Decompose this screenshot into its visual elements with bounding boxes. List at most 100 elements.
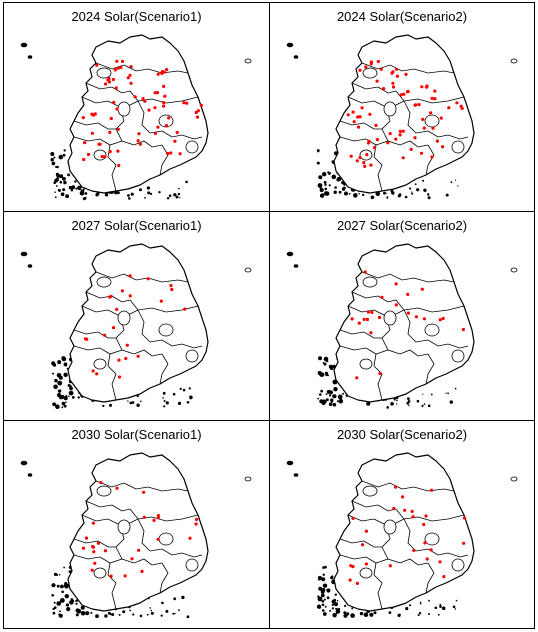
solar-site-marker (376, 59, 380, 64)
province-border (395, 90, 465, 104)
metro-city-boundary (424, 114, 440, 128)
coast-island-dot (129, 609, 132, 612)
solar-site-marker (166, 151, 170, 156)
coast-island-dot (127, 194, 130, 197)
province-border (73, 345, 123, 355)
coast-island-dot (335, 609, 341, 614)
island (244, 58, 252, 64)
solar-site-marker (85, 337, 89, 341)
province-border (351, 82, 397, 94)
coast-island-dot (423, 403, 426, 405)
coast-island-dot (51, 594, 54, 597)
coast-island-dot (52, 372, 55, 375)
island (27, 473, 33, 477)
province-border (381, 315, 429, 357)
metro-city-boundary (451, 140, 465, 154)
coast-island-dot (319, 372, 324, 377)
solar-site-marker (116, 127, 120, 131)
coast-island-dot (421, 404, 424, 407)
solar-site-marker (129, 81, 133, 85)
province-border (95, 271, 189, 283)
coast-island-dot (317, 595, 320, 598)
coast-island-dot (75, 187, 78, 190)
solar-site-marker (106, 78, 110, 82)
coast-island-dot (59, 610, 61, 613)
province-border (347, 305, 405, 317)
solar-site-marker (111, 77, 115, 82)
solar-site-marker (348, 578, 352, 582)
solar-site-marker (95, 372, 99, 376)
coast-island-dot (445, 392, 447, 394)
solar-site-marker (462, 516, 467, 520)
coast-island-dot (80, 611, 86, 616)
solar-site-marker (431, 126, 435, 130)
solar-site-marker (133, 95, 137, 99)
metro-city-boundary (158, 532, 174, 546)
korea-map (286, 452, 518, 618)
solar-site-marker (461, 327, 465, 332)
solar-site-marker (375, 138, 379, 142)
province-border (115, 315, 163, 357)
solar-site-marker (91, 521, 95, 525)
solar-site-marker (401, 129, 405, 133)
solar-site-marker (195, 517, 199, 521)
coast-island-dot (333, 387, 338, 392)
coast-island-dot (428, 613, 430, 616)
coast-island-dot (173, 597, 177, 601)
province-border (425, 562, 435, 594)
coast-island-dot (331, 599, 336, 604)
solar-site-marker (175, 130, 179, 135)
coast-island-dot (182, 388, 186, 392)
coast-island-dot (427, 404, 431, 408)
coast-island-dot (65, 603, 70, 607)
coast-island-dot (179, 387, 182, 390)
coast-island-dot (323, 356, 329, 362)
coast-island-dot (54, 191, 56, 193)
province-border (73, 136, 123, 146)
province-border (81, 514, 139, 526)
solar-site-marker (162, 101, 166, 105)
solar-site-marker (163, 94, 167, 98)
coast-island-dot (322, 566, 325, 569)
solar-site-marker (86, 152, 91, 157)
solar-site-marker (355, 581, 359, 585)
coast-island-dot (439, 605, 442, 608)
metro-city-boundary (96, 67, 112, 79)
solar-site-marker (412, 548, 416, 552)
solar-site-marker (394, 485, 398, 489)
solar-site-marker (404, 72, 408, 76)
coast-island-dot (330, 367, 334, 371)
coast-island-dot (406, 401, 410, 405)
coast-island-dot (337, 394, 343, 400)
solar-site-marker (178, 152, 182, 156)
coast-island-dot (163, 400, 166, 402)
coast-island-dot (430, 393, 433, 396)
metro-city-boundary (185, 349, 199, 363)
coast-island-dot (52, 607, 55, 611)
coast-island-dot (130, 192, 134, 196)
province-border (159, 144, 169, 176)
solar-site-marker (117, 358, 121, 362)
coast-island-dot (317, 150, 320, 153)
coast-island-dot (318, 586, 323, 591)
solar-site-marker (435, 139, 439, 143)
island (286, 42, 294, 48)
solar-site-marker (377, 315, 382, 320)
solar-site-marker (358, 156, 362, 160)
coast-island-dot (324, 191, 327, 194)
solar-site-marker (156, 537, 160, 541)
coast-island-dot (55, 404, 60, 409)
coast-island-dot (168, 194, 172, 197)
island (20, 42, 28, 48)
metro-city-boundary (93, 149, 107, 161)
solar-site-marker (365, 153, 369, 157)
coast-island-dot (363, 612, 369, 617)
solar-site-marker (364, 65, 368, 69)
coast-island-dot (341, 187, 346, 191)
korea-map (20, 34, 252, 201)
solar-sites (346, 59, 464, 168)
coast-island-dot (327, 171, 330, 174)
coast-island-dot (452, 605, 456, 609)
coast-island-dot (441, 606, 446, 611)
solar-site-marker (369, 163, 373, 167)
